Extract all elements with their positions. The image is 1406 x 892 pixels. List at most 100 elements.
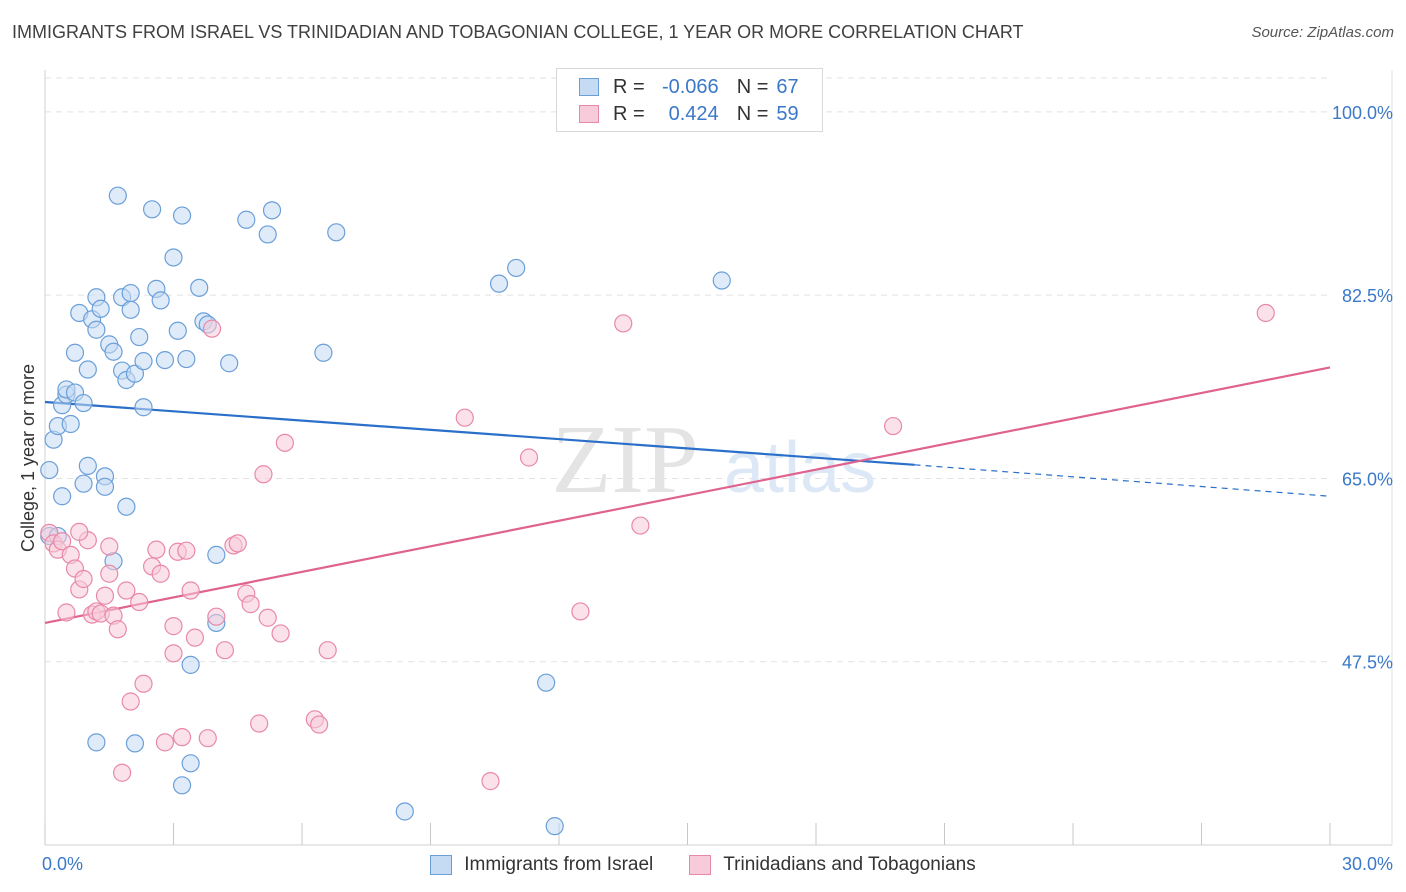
correlation-legend: R = -0.066 N = 67 R = 0.424 N = 59 [556, 68, 823, 132]
point-israel [125, 734, 145, 753]
point-trinidad [108, 620, 127, 639]
point-israel [130, 327, 149, 347]
point-israel [712, 271, 731, 290]
point-trinidad [883, 416, 903, 436]
point-israel [177, 349, 196, 369]
legend-swatch-pink [579, 105, 599, 123]
legend-label-israel: Immigrants from Israel [464, 854, 654, 875]
series-legend: Immigrants from Israel Trinidadians and … [0, 851, 1406, 879]
point-trinidad [250, 714, 269, 733]
point-trinidad [134, 674, 153, 693]
point-israel [91, 299, 110, 318]
n-value: 59 [776, 102, 799, 125]
r-value: 0.424 [668, 102, 719, 125]
axes [44, 70, 1393, 846]
point-israel [172, 206, 192, 225]
point-trinidad [117, 581, 136, 600]
x-tick-label: 0.0% [42, 854, 83, 874]
point-trinidad [254, 465, 273, 484]
point-israel [155, 351, 175, 370]
point-trinidad [53, 532, 72, 551]
point-trinidad [207, 607, 226, 626]
point-trinidad [100, 537, 119, 556]
point-israel [151, 291, 170, 310]
legend-item-trinidad[interactable]: Trinidadians and Tobagonians [689, 854, 976, 876]
point-israel [545, 817, 564, 836]
chart-title: IMMIGRANTS FROM ISRAEL VS TRINIDADIAN AN… [12, 22, 1024, 42]
legend-swatch-blue [430, 855, 453, 875]
point-israel [172, 776, 192, 795]
point-trinidad [271, 624, 290, 643]
point-israel [134, 398, 153, 417]
y-tick-label: 82.5% [1342, 286, 1393, 306]
tick-labels: 100.0% 82.5% 65.0% 47.5% 0.0% 30.0% [42, 103, 1393, 874]
x-tick-label: 30.0% [1342, 854, 1393, 874]
point-trinidad [70, 522, 89, 541]
legend-row-trinidad: R = 0.424 N = 59 [579, 101, 799, 127]
point-trinidad [151, 564, 170, 583]
point-israel [181, 655, 200, 674]
point-trinidad [112, 763, 132, 782]
point-israel [121, 283, 140, 303]
point-trinidad [202, 319, 222, 338]
point-trinidad [130, 592, 149, 612]
trend-line-israel-extension [914, 464, 1331, 497]
point-israel [262, 201, 282, 220]
point-trinidad [258, 608, 277, 627]
trend-line-israel [44, 400, 915, 466]
point-israel [74, 393, 93, 413]
point-israel [108, 186, 127, 205]
point-israel [327, 223, 346, 242]
point-trinidad [318, 641, 337, 660]
point-trinidad [147, 540, 166, 559]
point-israel [117, 497, 136, 516]
data-points [40, 186, 1275, 836]
point-israel [314, 343, 333, 362]
point-trinidad [519, 448, 539, 467]
point-trinidad [631, 516, 650, 535]
point-trinidad [121, 692, 140, 711]
point-trinidad [310, 715, 329, 734]
point-trinidad [57, 603, 76, 622]
point-israel [237, 210, 256, 229]
y-axis-label: College, 1 year or more [18, 364, 38, 552]
n-label: N = [736, 75, 769, 98]
point-israel [78, 456, 97, 475]
point-israel [507, 258, 526, 278]
point-israel [74, 474, 93, 493]
watermark-zip: ZIP [552, 406, 699, 514]
r-value: -0.066 [661, 75, 719, 98]
r-label: R = [613, 102, 645, 125]
source-label: Source: ZipAtlas.com [1251, 24, 1394, 41]
point-israel [181, 754, 200, 773]
y-tick-label: 47.5% [1342, 653, 1393, 673]
point-israel [65, 343, 85, 362]
point-israel [142, 200, 162, 219]
legend-item-israel[interactable]: Immigrants from Israel [430, 854, 653, 876]
point-trinidad [164, 617, 183, 636]
point-trinidad [455, 408, 474, 427]
trend-lines [44, 366, 1331, 625]
point-israel [87, 320, 106, 339]
point-trinidad [177, 541, 196, 560]
point-israel [87, 733, 106, 752]
point-israel [537, 673, 556, 692]
point-trinidad [1256, 303, 1275, 323]
point-israel [104, 342, 123, 361]
point-trinidad [100, 564, 119, 583]
watermark-atlas: atlas [724, 428, 876, 508]
legend-swatch-blue [579, 78, 599, 96]
point-trinidad [215, 641, 234, 660]
point-israel [489, 274, 509, 293]
point-israel [164, 248, 183, 267]
legend-label-trinidad: Trinidadians and Tobagonians [723, 854, 976, 875]
point-israel [61, 414, 80, 434]
point-trinidad [164, 644, 183, 663]
point-israel [53, 487, 72, 506]
point-trinidad [74, 569, 93, 589]
point-israel [78, 360, 97, 379]
point-israel [125, 364, 145, 383]
point-trinidad [614, 314, 633, 333]
point-trinidad [241, 595, 260, 614]
